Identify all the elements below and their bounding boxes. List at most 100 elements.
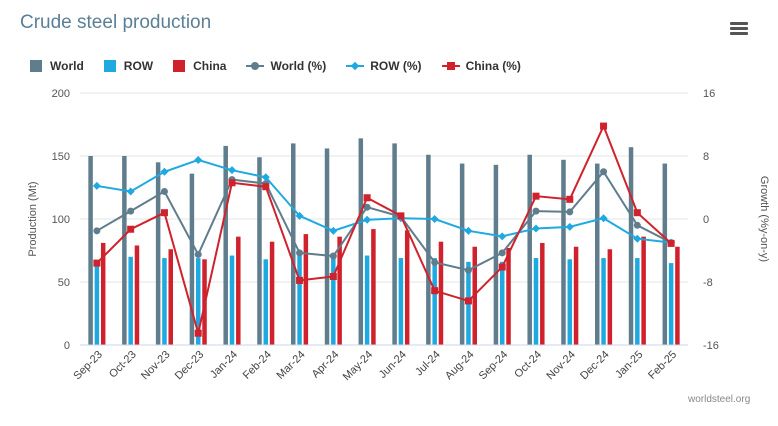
x-tick-label: Oct-23 [107,349,139,381]
x-tick-label: Mar-24 [275,349,308,382]
bar-world [257,157,262,345]
bar-world [493,164,499,345]
bar-world [223,145,228,345]
x-tick-label: Sep-24 [477,349,511,383]
legend-item-world[interactable]: World [30,59,84,73]
bar-china [371,229,376,345]
bar-row [499,261,505,345]
legend-item-china[interactable]: China [173,59,226,73]
legend-swatch-world [30,60,42,72]
bar-row [94,264,100,345]
bar-world [459,163,465,345]
x-tick-label: Dec-24 [578,349,612,383]
bar-row [263,259,269,345]
point-row-pct [228,166,236,175]
legend-label-world: World [50,59,84,73]
bar-world [392,143,397,345]
bar-row [668,263,674,345]
legend-item-china-pct[interactable]: China (%) [441,59,521,73]
point-china-pct [363,194,371,202]
legend-swatch-china [173,60,186,72]
point-world-pct [329,252,337,260]
point-row-pct [633,234,642,243]
credit-link[interactable]: worldsteel.org [688,394,751,405]
bar-row [533,258,539,345]
bar-row [128,256,133,345]
bar-world [88,156,93,345]
legend-item-row[interactable]: ROW [103,59,154,73]
bar-world [628,147,634,345]
bar-china [337,236,342,345]
legend-label-row-pct: ROW (%) [370,59,422,73]
x-tick-label: Jul-24 [413,349,443,379]
point-china-pct [160,209,168,217]
bar-row [195,258,201,345]
legend: World ROW China World (%) ROW (%) China … [30,57,541,75]
bar-world [358,138,364,345]
bar-china [168,249,173,345]
legend-label-china: China [193,59,227,73]
y-tick-label: 100 [52,214,70,226]
point-row-pct [430,215,439,223]
y2-tick-label: 16 [703,88,715,100]
x-tick-label: Dec-23 [173,349,207,383]
point-china-pct [397,212,405,220]
bar-china [607,249,613,345]
bar-china [134,245,140,345]
point-china-pct [262,183,270,191]
point-row-pct [261,173,270,182]
x-tick-label: Feb-25 [646,349,679,382]
legend-swatch-row [103,60,116,72]
point-world-pct [464,266,472,274]
chart-title: Crude steel production [20,12,212,33]
bar-world [527,154,532,345]
line-diamond-series [96,158,672,244]
point-world-pct [498,249,506,257]
y2-tick-label: 0 [703,214,709,226]
y-tick-label: 200 [52,88,70,100]
bar-row [162,258,167,345]
point-row-pct [599,214,608,223]
bar-world [561,159,566,345]
point-china-pct [127,225,135,233]
bar-china [573,246,579,345]
point-world-pct [633,221,641,229]
legend-item-world-pct[interactable]: World (%) [246,59,326,73]
bar-world [595,163,600,345]
bar-world [122,156,127,345]
bar-china [269,241,275,345]
point-row-pct [160,167,169,176]
x-tick-label: Jun-24 [377,349,409,381]
point-world-pct [194,250,202,258]
x-tick-label: Feb-24 [241,349,274,382]
point-world-pct [431,258,439,266]
x-tick-label: Sep-23 [71,349,105,383]
x-tick-label: Jan-25 [613,349,645,381]
point-china-pct [93,259,101,267]
point-china-pct [667,239,675,247]
x-tick-label: Aug-24 [443,349,477,383]
point-china-pct [228,179,236,187]
legend-item-row-pct[interactable]: ROW (%) [346,59,422,73]
point-china-pct [532,192,540,200]
hamburger-menu-icon[interactable] [730,22,748,36]
point-world-pct [532,207,540,215]
y-tick-label: 50 [58,277,70,289]
bar-china [675,246,680,345]
bar-china [100,242,106,345]
point-china-pct [194,329,202,337]
y2-tick-label: 8 [703,151,709,163]
y-tick-label: 0 [64,340,70,352]
point-china-pct [296,276,304,284]
point-row-pct [565,222,574,231]
point-world-pct [363,203,371,211]
point-china-pct [464,297,472,305]
legend-label-row: ROW [123,59,154,73]
point-row-pct [498,232,507,241]
bar-china [404,230,410,345]
point-world-pct [93,227,101,235]
x-tick-label: Nov-24 [544,349,578,383]
legend-swatch-china-pct [441,60,460,72]
point-world-pct [566,208,574,216]
